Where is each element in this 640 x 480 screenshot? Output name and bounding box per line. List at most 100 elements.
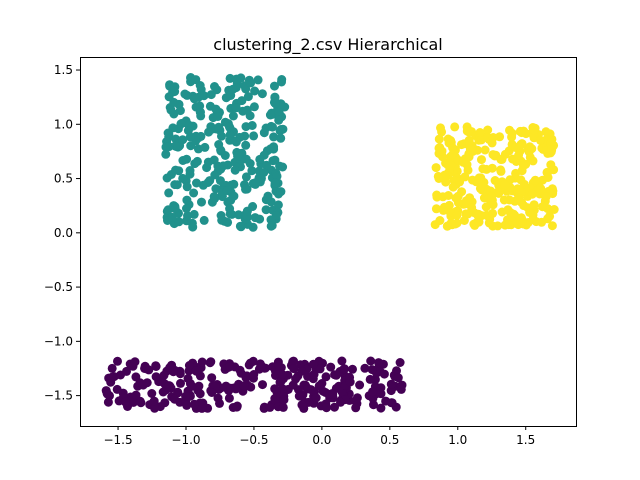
scatter-point-cluster-1 (175, 366, 185, 376)
scatter-point-cluster-1 (205, 358, 215, 368)
scatter-point-cluster-3 (525, 207, 535, 217)
y-tick-label: 0.5 (54, 172, 73, 186)
scatter-point-cluster-1 (131, 390, 141, 400)
scatter-point-cluster-2 (183, 126, 193, 136)
data-points (101, 73, 559, 413)
scatter-point-cluster-3 (541, 192, 551, 202)
scatter-point-cluster-2 (275, 126, 285, 136)
scatter-point-cluster-1 (321, 372, 331, 382)
scatter-point-cluster-3 (529, 125, 539, 135)
scatter-point-cluster-1 (107, 363, 117, 373)
scatter-point-cluster-2 (161, 149, 171, 159)
scatter-point-cluster-1 (231, 384, 241, 394)
scatter-point-cluster-3 (453, 191, 463, 201)
scatter-point-cluster-3 (547, 221, 557, 231)
scatter-point-cluster-2 (195, 81, 205, 90)
scatter-point-cluster-3 (452, 210, 462, 220)
scatter-point-cluster-3 (464, 127, 474, 137)
scatter-point-cluster-1 (288, 380, 298, 390)
scatter-point-cluster-1 (158, 387, 168, 397)
scatter-point-cluster-2 (211, 184, 221, 194)
scatter-point-cluster-1 (191, 366, 201, 376)
scatter-point-cluster-1 (352, 393, 362, 403)
scatter-point-cluster-1 (393, 373, 403, 383)
scatter-point-cluster-2 (196, 111, 206, 121)
scatter-point-cluster-3 (493, 221, 503, 231)
scatter-point-cluster-2 (174, 217, 184, 227)
scatter-point-cluster-2 (266, 221, 276, 231)
scatter-point-cluster-2 (166, 105, 176, 115)
scatter-point-cluster-1 (149, 396, 159, 406)
scatter-point-cluster-3 (516, 175, 526, 185)
scatter-point-cluster-3 (432, 192, 442, 202)
scatter-point-cluster-2 (228, 84, 238, 94)
scatter-point-cluster-2 (269, 132, 279, 142)
scatter-point-cluster-1 (113, 356, 122, 366)
scatter-point-cluster-3 (488, 208, 498, 218)
scatter-point-cluster-2 (245, 159, 255, 168)
scatter-point-cluster-3 (471, 177, 481, 187)
scatter-point-cluster-2 (249, 102, 259, 112)
scatter-point-cluster-2 (210, 82, 219, 91)
scatter-point-cluster-2 (213, 112, 223, 121)
scatter-point-cluster-2 (262, 160, 271, 170)
scatter-point-cluster-1 (276, 377, 286, 386)
scatter-point-cluster-1 (198, 398, 208, 408)
scatter-point-cluster-1 (159, 370, 169, 380)
scatter-point-cluster-2 (247, 166, 257, 176)
scatter-point-cluster-1 (225, 362, 235, 372)
scatter-point-cluster-2 (270, 81, 279, 91)
scatter-point-cluster-2 (268, 156, 278, 166)
scatter-point-cluster-3 (507, 128, 517, 138)
scatter-point-cluster-1 (170, 394, 180, 404)
scatter-point-cluster-2 (198, 180, 208, 190)
scatter-point-cluster-1 (187, 381, 197, 391)
scatter-point-cluster-1 (176, 378, 185, 388)
scatter-point-cluster-2 (164, 92, 174, 102)
scatter-point-cluster-2 (243, 92, 253, 102)
scatter-point-cluster-3 (547, 145, 557, 155)
scatter-point-cluster-3 (488, 133, 498, 142)
scatter-point-cluster-3 (467, 203, 477, 213)
scatter-point-cluster-3 (518, 219, 527, 229)
scatter-point-cluster-2 (257, 89, 267, 99)
x-tick-label: −1.0 (171, 433, 200, 447)
x-tick-label: 1.0 (448, 433, 467, 447)
scatter-point-cluster-3 (438, 205, 448, 215)
scatter-point-cluster-2 (241, 172, 251, 182)
scatter-point-cluster-2 (247, 121, 257, 130)
scatter-point-cluster-1 (142, 378, 152, 388)
scatter-point-cluster-2 (176, 119, 186, 129)
scatter-point-cluster-2 (274, 107, 284, 117)
scatter-point-cluster-3 (443, 191, 453, 200)
scatter-point-cluster-3 (458, 157, 468, 167)
scatter-point-cluster-3 (536, 135, 545, 145)
scatter-point-cluster-1 (297, 400, 307, 410)
scatter-point-cluster-3 (476, 135, 486, 145)
scatter-point-cluster-1 (151, 372, 161, 382)
y-tick-label: 1.0 (54, 117, 73, 131)
scatter-point-cluster-2 (206, 90, 216, 100)
scatter-point-cluster-2 (171, 165, 181, 175)
x-tick-label: 1.5 (516, 433, 535, 447)
scatter-point-cluster-3 (431, 204, 441, 214)
scatter-point-cluster-2 (192, 178, 201, 188)
scatter-point-cluster-2 (274, 115, 284, 125)
scatter-point-cluster-1 (366, 356, 376, 366)
scatter-point-cluster-1 (379, 369, 389, 379)
scatter-point-cluster-2 (250, 86, 260, 96)
scatter-point-cluster-1 (340, 364, 349, 374)
scatter-point-cluster-1 (224, 393, 234, 403)
scatter-point-cluster-3 (446, 136, 456, 145)
scatter-point-cluster-3 (517, 128, 527, 138)
scatter-point-cluster-2 (189, 209, 199, 219)
scatter-point-cluster-1 (368, 387, 378, 397)
scatter-point-cluster-2 (180, 89, 190, 99)
x-axis: −1.5 −1.0 −0.5 0.0 0.5 1.0 1.5 (103, 426, 535, 447)
scatter-point-cluster-1 (322, 403, 331, 413)
scatter-point-cluster-1 (182, 400, 192, 410)
scatter-point-cluster-1 (274, 361, 284, 371)
scatter-point-cluster-1 (289, 364, 299, 374)
scatter-point-cluster-1 (392, 366, 401, 376)
scatter-point-cluster-3 (487, 192, 496, 202)
